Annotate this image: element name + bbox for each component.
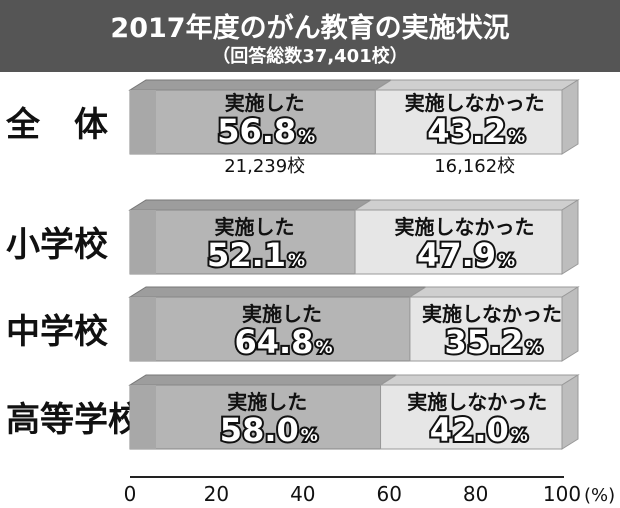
bar-top-not-implemented — [373, 79, 580, 91]
data-label-implemented: 56.8 — [217, 112, 296, 150]
bar-segment-not-implemented — [374, 89, 563, 155]
data-label-not-implemented: 42.0 — [430, 411, 509, 449]
x-tick-label: 100 — [543, 482, 581, 506]
bar-depth-strip — [130, 90, 156, 154]
series-label-not-implemented: 実施しなかった — [395, 215, 535, 239]
data-label-not-implemented: 43.2 — [427, 112, 506, 150]
series-label-not-implemented: 実施しなかった — [422, 302, 562, 326]
x-tick-label: 20 — [204, 482, 229, 506]
bar-top-implemented — [128, 286, 428, 298]
data-label-implemented: 52.1 — [207, 236, 286, 274]
bar-segment-implemented — [129, 296, 411, 362]
series-label-implemented: 実施した — [225, 91, 305, 115]
bar-side-face — [561, 374, 579, 450]
bar-segment-implemented — [129, 384, 382, 450]
percent-sign-implemented: % — [301, 426, 318, 446]
bar-segment-not-implemented — [354, 209, 563, 275]
bar-segment-not-implemented — [409, 296, 563, 362]
bar-side-face — [561, 199, 579, 275]
bar-depth-strip — [130, 210, 156, 274]
bar-side-face — [561, 79, 579, 155]
bar-segment-not-implemented — [380, 384, 563, 450]
bar-top-implemented — [128, 79, 394, 91]
x-tick-label: 40 — [290, 482, 315, 506]
percent-sign-not-implemented: % — [511, 426, 528, 446]
bar-depth-strip — [130, 385, 156, 449]
bar-top-implemented — [128, 374, 399, 386]
row-label: 高等学校 — [6, 400, 142, 440]
bar-top-implemented — [128, 199, 373, 211]
bar-top-not-implemented — [378, 374, 580, 386]
x-tick-label: 0 — [124, 482, 137, 506]
percent-sign-implemented: % — [298, 127, 315, 147]
row-label: 全 体 — [5, 105, 108, 145]
data-label-implemented: 64.8 — [234, 323, 313, 361]
chart-header: 2017年度のがん教育の実施状況 （回答総数37,401校） — [0, 0, 620, 72]
bar-top-not-implemented — [408, 286, 580, 298]
bar-segment-implemented — [129, 209, 356, 275]
series-label-implemented: 実施した — [227, 390, 307, 414]
data-label-not-implemented: 47.9 — [417, 236, 496, 274]
percent-sign-not-implemented: % — [498, 251, 515, 271]
chart-subtitle: （回答総数37,401校） — [212, 46, 408, 67]
percent-sign-not-implemented: % — [508, 127, 525, 147]
bar-top-not-implemented — [353, 199, 580, 211]
x-unit-label: (%) — [584, 485, 615, 506]
count-label-not-implemented: 16,162校 — [434, 156, 515, 177]
row-label: 中学校 — [6, 312, 108, 352]
chart-title: 2017年度のがん教育の実施状況 — [110, 13, 510, 44]
x-tick-label: 80 — [463, 482, 488, 506]
percent-sign-implemented: % — [288, 251, 305, 271]
count-label-implemented: 21,239校 — [224, 156, 305, 177]
x-tick-label: 60 — [376, 482, 401, 506]
series-label-implemented: 実施した — [242, 302, 322, 326]
percent-sign-implemented: % — [315, 338, 332, 358]
bar-depth-strip — [130, 297, 156, 361]
row-label: 小学校 — [6, 225, 108, 265]
series-label-not-implemented: 実施しなかった — [407, 390, 547, 414]
data-label-not-implemented: 35.2 — [444, 323, 523, 361]
bar-side-face — [561, 286, 579, 362]
data-label-implemented: 58.0 — [220, 411, 299, 449]
bar-segment-implemented — [129, 89, 376, 155]
series-label-implemented: 実施した — [215, 215, 295, 239]
series-label-not-implemented: 実施しなかった — [405, 91, 545, 115]
percent-sign-not-implemented: % — [525, 338, 542, 358]
